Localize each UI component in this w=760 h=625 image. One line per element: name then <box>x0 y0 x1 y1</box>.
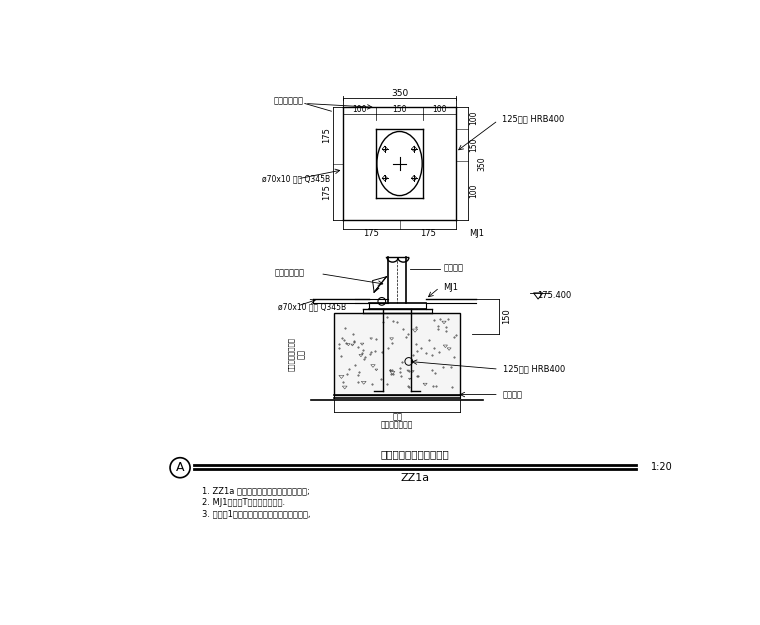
Text: 1:20: 1:20 <box>651 462 673 472</box>
Text: 详混凝土结构图纸: 详混凝土结构图纸 <box>288 337 295 371</box>
Text: 1. ZZ1a 适用于竖向桁架根部与混凝土柱;: 1. ZZ1a 适用于竖向桁架根部与混凝土柱; <box>201 486 309 495</box>
Text: 竖向桁架垫料: 竖向桁架垫料 <box>274 97 304 106</box>
Text: 350: 350 <box>391 89 408 98</box>
Text: 175: 175 <box>420 229 435 238</box>
Text: 混凝土结构图纸: 混凝土结构图纸 <box>381 420 413 429</box>
Text: 175.400: 175.400 <box>537 291 572 301</box>
Text: ø70x10 钢板 Q345B: ø70x10 钢板 Q345B <box>278 302 346 311</box>
Text: 150: 150 <box>469 138 478 152</box>
Text: A: A <box>176 461 185 474</box>
Text: 175: 175 <box>322 127 331 143</box>
Text: 100: 100 <box>432 105 447 114</box>
Text: 150: 150 <box>502 309 511 324</box>
Text: 垫层: 垫层 <box>392 412 402 421</box>
Text: 350: 350 <box>477 156 486 171</box>
Text: 竖向桁架根部支座大样一: 竖向桁架根部支座大样一 <box>381 449 449 459</box>
Text: 柱截: 柱截 <box>297 349 306 359</box>
Text: 100: 100 <box>469 183 478 198</box>
Text: 175: 175 <box>363 229 379 238</box>
Text: 锚固螺栓: 锚固螺栓 <box>502 390 523 399</box>
Text: 125钢筋 HRB400: 125钢筋 HRB400 <box>502 364 565 374</box>
Text: ZZ1a: ZZ1a <box>401 474 429 484</box>
Text: 3. 抹座部1层新旧砼支座布置图确定螺栓支板,: 3. 抹座部1层新旧砼支座布置图确定螺栓支板, <box>201 509 310 518</box>
Text: 175: 175 <box>322 184 331 199</box>
Text: 100: 100 <box>352 105 367 114</box>
Text: 125钢筋 HRB400: 125钢筋 HRB400 <box>502 114 564 123</box>
Text: 100: 100 <box>469 111 478 126</box>
Text: ø70x10 钢板 Q345B: ø70x10 钢板 Q345B <box>262 174 331 184</box>
Text: 管托底座: 管托底座 <box>443 263 464 272</box>
Text: 竖向桁架垫料: 竖向桁架垫料 <box>275 268 305 278</box>
Bar <box>334 313 461 394</box>
Text: MJ1: MJ1 <box>470 229 485 238</box>
Text: 2. MJ1上部孔T板尺寸完全一致.: 2. MJ1上部孔T板尺寸完全一致. <box>201 498 285 507</box>
Text: MJ1: MJ1 <box>443 283 458 292</box>
Text: 150: 150 <box>392 105 407 114</box>
